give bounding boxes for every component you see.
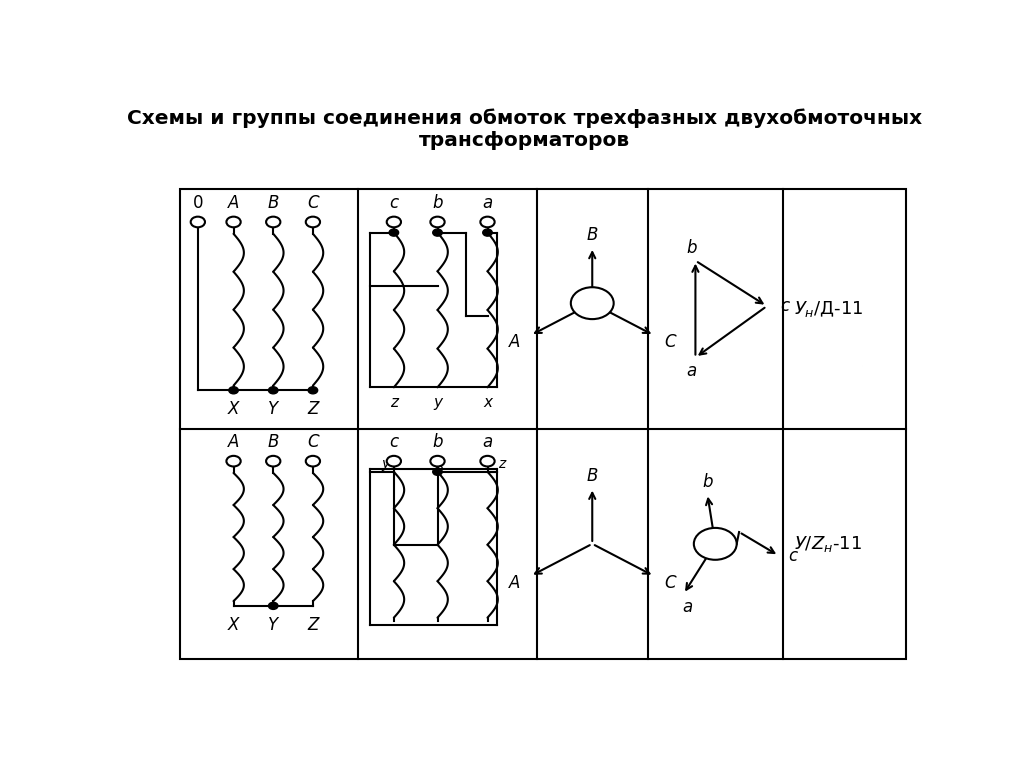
Text: Z: Z <box>307 616 318 634</box>
Text: y: y <box>382 457 390 471</box>
Text: $У_н$/Д-11: $У_н$/Д-11 <box>794 299 863 319</box>
Text: Z: Z <box>307 400 318 418</box>
Text: B: B <box>587 226 598 244</box>
Circle shape <box>480 456 495 466</box>
Text: B: B <box>267 194 279 212</box>
Text: A: A <box>228 194 240 212</box>
Text: x: x <box>483 394 492 410</box>
Text: B: B <box>587 467 598 485</box>
Circle shape <box>226 216 241 227</box>
Circle shape <box>228 387 239 393</box>
Text: c: c <box>788 547 798 565</box>
Circle shape <box>694 528 736 560</box>
Text: a: a <box>482 433 493 451</box>
Text: a: a <box>686 361 696 380</box>
Text: A: A <box>509 574 520 592</box>
Text: C: C <box>665 574 676 592</box>
Text: C: C <box>307 433 318 451</box>
Text: b: b <box>702 472 713 491</box>
Text: x: x <box>435 457 443 471</box>
Circle shape <box>482 229 493 236</box>
Circle shape <box>226 456 241 466</box>
Circle shape <box>268 387 278 393</box>
Text: b: b <box>686 239 696 257</box>
Circle shape <box>433 229 442 236</box>
Circle shape <box>389 229 398 236</box>
Circle shape <box>190 216 205 227</box>
Circle shape <box>570 287 613 319</box>
Circle shape <box>387 216 401 227</box>
Text: $У/Z_н$-11: $У/Z_н$-11 <box>795 534 862 554</box>
Text: X: X <box>228 400 240 418</box>
Text: Y: Y <box>268 616 279 634</box>
Circle shape <box>268 602 278 610</box>
Text: z: z <box>390 394 398 410</box>
Text: C: C <box>665 333 676 351</box>
Text: c: c <box>389 194 398 212</box>
Circle shape <box>387 456 401 466</box>
Text: A: A <box>228 433 240 451</box>
Text: Y: Y <box>268 400 279 418</box>
Text: X: X <box>228 616 240 634</box>
Text: y: y <box>433 394 442 410</box>
Circle shape <box>480 216 495 227</box>
Circle shape <box>308 387 317 393</box>
Text: B: B <box>267 433 279 451</box>
Text: c: c <box>389 433 398 451</box>
Bar <box>179 189 906 659</box>
Text: 0: 0 <box>193 194 203 212</box>
Text: C: C <box>307 194 318 212</box>
Text: трансформаторов: трансформаторов <box>419 131 631 150</box>
Text: z: z <box>498 457 506 471</box>
Text: b: b <box>432 194 442 212</box>
Text: Схемы и группы соединения обмоток трехфазных двухобмоточных: Схемы и группы соединения обмоток трехфа… <box>127 109 923 128</box>
Text: a: a <box>682 598 692 616</box>
Circle shape <box>430 456 444 466</box>
Circle shape <box>433 468 442 476</box>
Circle shape <box>430 216 444 227</box>
Circle shape <box>266 456 281 466</box>
Text: c: c <box>779 297 788 315</box>
Text: b: b <box>432 433 442 451</box>
Circle shape <box>266 216 281 227</box>
Circle shape <box>306 456 321 466</box>
Circle shape <box>306 216 321 227</box>
Text: A: A <box>509 333 520 351</box>
Text: a: a <box>482 194 493 212</box>
